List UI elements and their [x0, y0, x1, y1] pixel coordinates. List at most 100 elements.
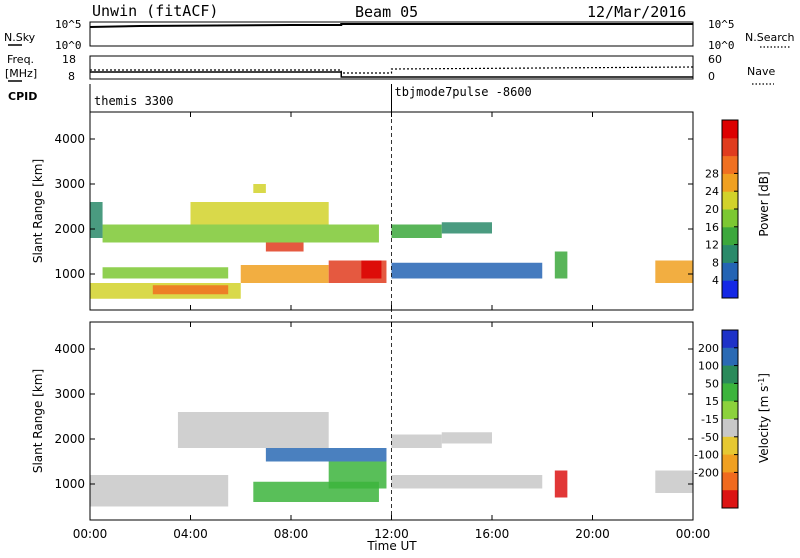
power-region-3 — [240, 265, 329, 283]
station-title: Unwin (fitACF) — [92, 2, 218, 20]
power-colorbar-swatch-5 — [722, 191, 738, 210]
time-axis-ticks: 00:00 04:00 08:00 12:00 16:00 20:00 00:00 — [73, 112, 711, 541]
time-tick-label-1: 04:00 — [173, 527, 208, 541]
velocity-region-6 — [441, 432, 492, 444]
time-tick-label-5: 20:00 — [575, 527, 610, 541]
freq-tick-top: 18 — [62, 53, 76, 66]
power-region-14 — [655, 260, 693, 283]
power-ytick-label-0: 1000 — [54, 267, 85, 281]
power-colorbar-swatch-8 — [722, 137, 738, 157]
velocity-colorbar-tick-label-3: 15 — [705, 395, 719, 408]
velocity-colorbar-tick-label-0: 200 — [698, 342, 719, 355]
power-colorbar-tick-label-5: 24 — [705, 185, 719, 198]
velocity-colorbar-tick-label-4: -15 — [701, 413, 719, 426]
power-colorbar-swatch-7 — [722, 155, 738, 174]
power-colorbar-swatch-3 — [722, 226, 738, 246]
power-colorbar-swatch-1 — [722, 262, 738, 281]
velocity-colorbar-swatch-1 — [722, 347, 738, 367]
power-region-1 — [102, 267, 229, 279]
velocity-colorbar-tick-label-2: 50 — [705, 377, 719, 390]
power-region-7 — [190, 202, 329, 225]
power-y-axis-label: Slant Range [km] — [31, 159, 45, 263]
nsky-tick-top: 10^5 — [55, 18, 82, 31]
time-tick-label-3: 12:00 — [374, 527, 409, 541]
power-colorbar-swatch-4 — [722, 209, 738, 228]
nave-series-line — [90, 66, 694, 74]
velocity-region-5 — [391, 434, 442, 448]
time-tick-label-4: 16:00 — [475, 527, 510, 541]
velocity-region-0 — [90, 475, 229, 507]
velocity-colorbar-swatch-5 — [722, 419, 738, 438]
power-ytick-label-3: 4000 — [54, 132, 85, 146]
freq-label-line2: [MHz] — [5, 67, 37, 80]
cpid-mode-tbjmode: tbjmode7pulse -8600 — [395, 85, 532, 99]
power-colorbar-label: Power [dB] — [757, 171, 771, 236]
velocity-ytick-label-3: 4000 — [54, 342, 85, 356]
velocity-region-8 — [554, 470, 568, 498]
nsky-label: N.Sky — [4, 31, 36, 44]
velocity-colorbar-label-close: ] — [757, 373, 771, 378]
power-colorbar-tick-label-1: 8 — [712, 256, 719, 269]
beam-label: Beam 05 — [355, 3, 418, 21]
power-ytick-label-1: 2000 — [54, 222, 85, 236]
power-region-2 — [152, 285, 229, 295]
nsky-panel-frame — [89, 21, 694, 47]
power-region-8 — [265, 242, 304, 252]
time-tick-label-2: 08:00 — [274, 527, 309, 541]
power-colorbar-swatch-2 — [722, 244, 738, 263]
velocity-colorbar-swatch-0 — [722, 330, 738, 349]
cpid-label: CPID — [8, 90, 37, 103]
freq-label-line1: Freq. — [7, 53, 34, 66]
velocity-colorbar-label-superscript: -1 — [757, 378, 766, 386]
velocity-colorbar-tick-label-6: -100 — [694, 449, 719, 462]
power-colorbar-tick-label-2: 12 — [705, 239, 719, 252]
nsearch-tick-top: 10^5 — [708, 18, 735, 31]
velocity-colorbar-swatch-3 — [722, 383, 738, 402]
power-colorbar-swatch-9 — [722, 120, 738, 139]
velocity-ytick-label-2: 3000 — [54, 387, 85, 401]
power-colorbar-tick-label-3: 16 — [705, 221, 719, 234]
power-yticks-group: 1000 2000 3000 4000 — [54, 132, 693, 281]
nave-tick-bottom: 0 — [708, 70, 715, 83]
velocity-ytick-label-1: 2000 — [54, 432, 85, 446]
power-region-15 — [90, 202, 103, 238]
power-region-11 — [441, 222, 492, 234]
time-tick-label-0: 00:00 — [73, 527, 108, 541]
power-region-10 — [391, 224, 442, 238]
velocity-region-4 — [328, 461, 387, 489]
power-colorbar: 4 8 12 16 20 24 28 — [705, 119, 739, 299]
power-colorbar-swatch-6 — [722, 173, 738, 192]
velocity-data-group — [90, 412, 693, 507]
velocity-yticks-group: 1000 2000 3000 4000 — [54, 342, 693, 491]
velocity-y-axis-label: Slant Range [km] — [31, 369, 45, 473]
power-colorbar-swatch-0 — [722, 280, 738, 299]
velocity-colorbar-tick-label-5: -50 — [701, 431, 719, 444]
velocity-colorbar-swatch-8 — [722, 472, 738, 491]
velocity-region-9 — [655, 470, 693, 493]
velocity-colorbar-tick-label-1: 100 — [698, 360, 719, 373]
time-tick-label-6: 00:00 — [676, 527, 711, 541]
velocity-colorbar-swatch-9 — [722, 490, 738, 509]
velocity-colorbar-tick-label-7: -200 — [694, 466, 719, 479]
nave-label: Nave — [747, 65, 775, 78]
velocity-colorbar-swatch-6 — [722, 436, 738, 456]
power-region-6 — [102, 224, 379, 243]
velocity-colorbar-swatch-7 — [722, 454, 738, 473]
date-label: 12/Mar/2016 — [587, 3, 686, 21]
power-colorbar-tick-label-4: 20 — [705, 203, 719, 216]
power-region-12 — [391, 262, 543, 279]
power-colorbar-tick-label-6: 28 — [705, 167, 719, 180]
velocity-region-1 — [177, 412, 329, 448]
velocity-ytick-label-0: 1000 — [54, 477, 85, 491]
nsearch-label: N.Search — [745, 31, 795, 44]
power-region-13 — [554, 251, 568, 279]
velocity-region-2 — [265, 448, 387, 462]
freq-tick-bottom: 8 — [68, 70, 75, 83]
power-colorbar-tick-label-0: 4 — [712, 274, 719, 287]
freq-panel-frame — [89, 55, 694, 80]
power-ytick-label-2: 3000 — [54, 177, 85, 191]
cpid-mode-themis: themis 3300 — [94, 94, 173, 108]
power-region-9 — [253, 184, 266, 193]
